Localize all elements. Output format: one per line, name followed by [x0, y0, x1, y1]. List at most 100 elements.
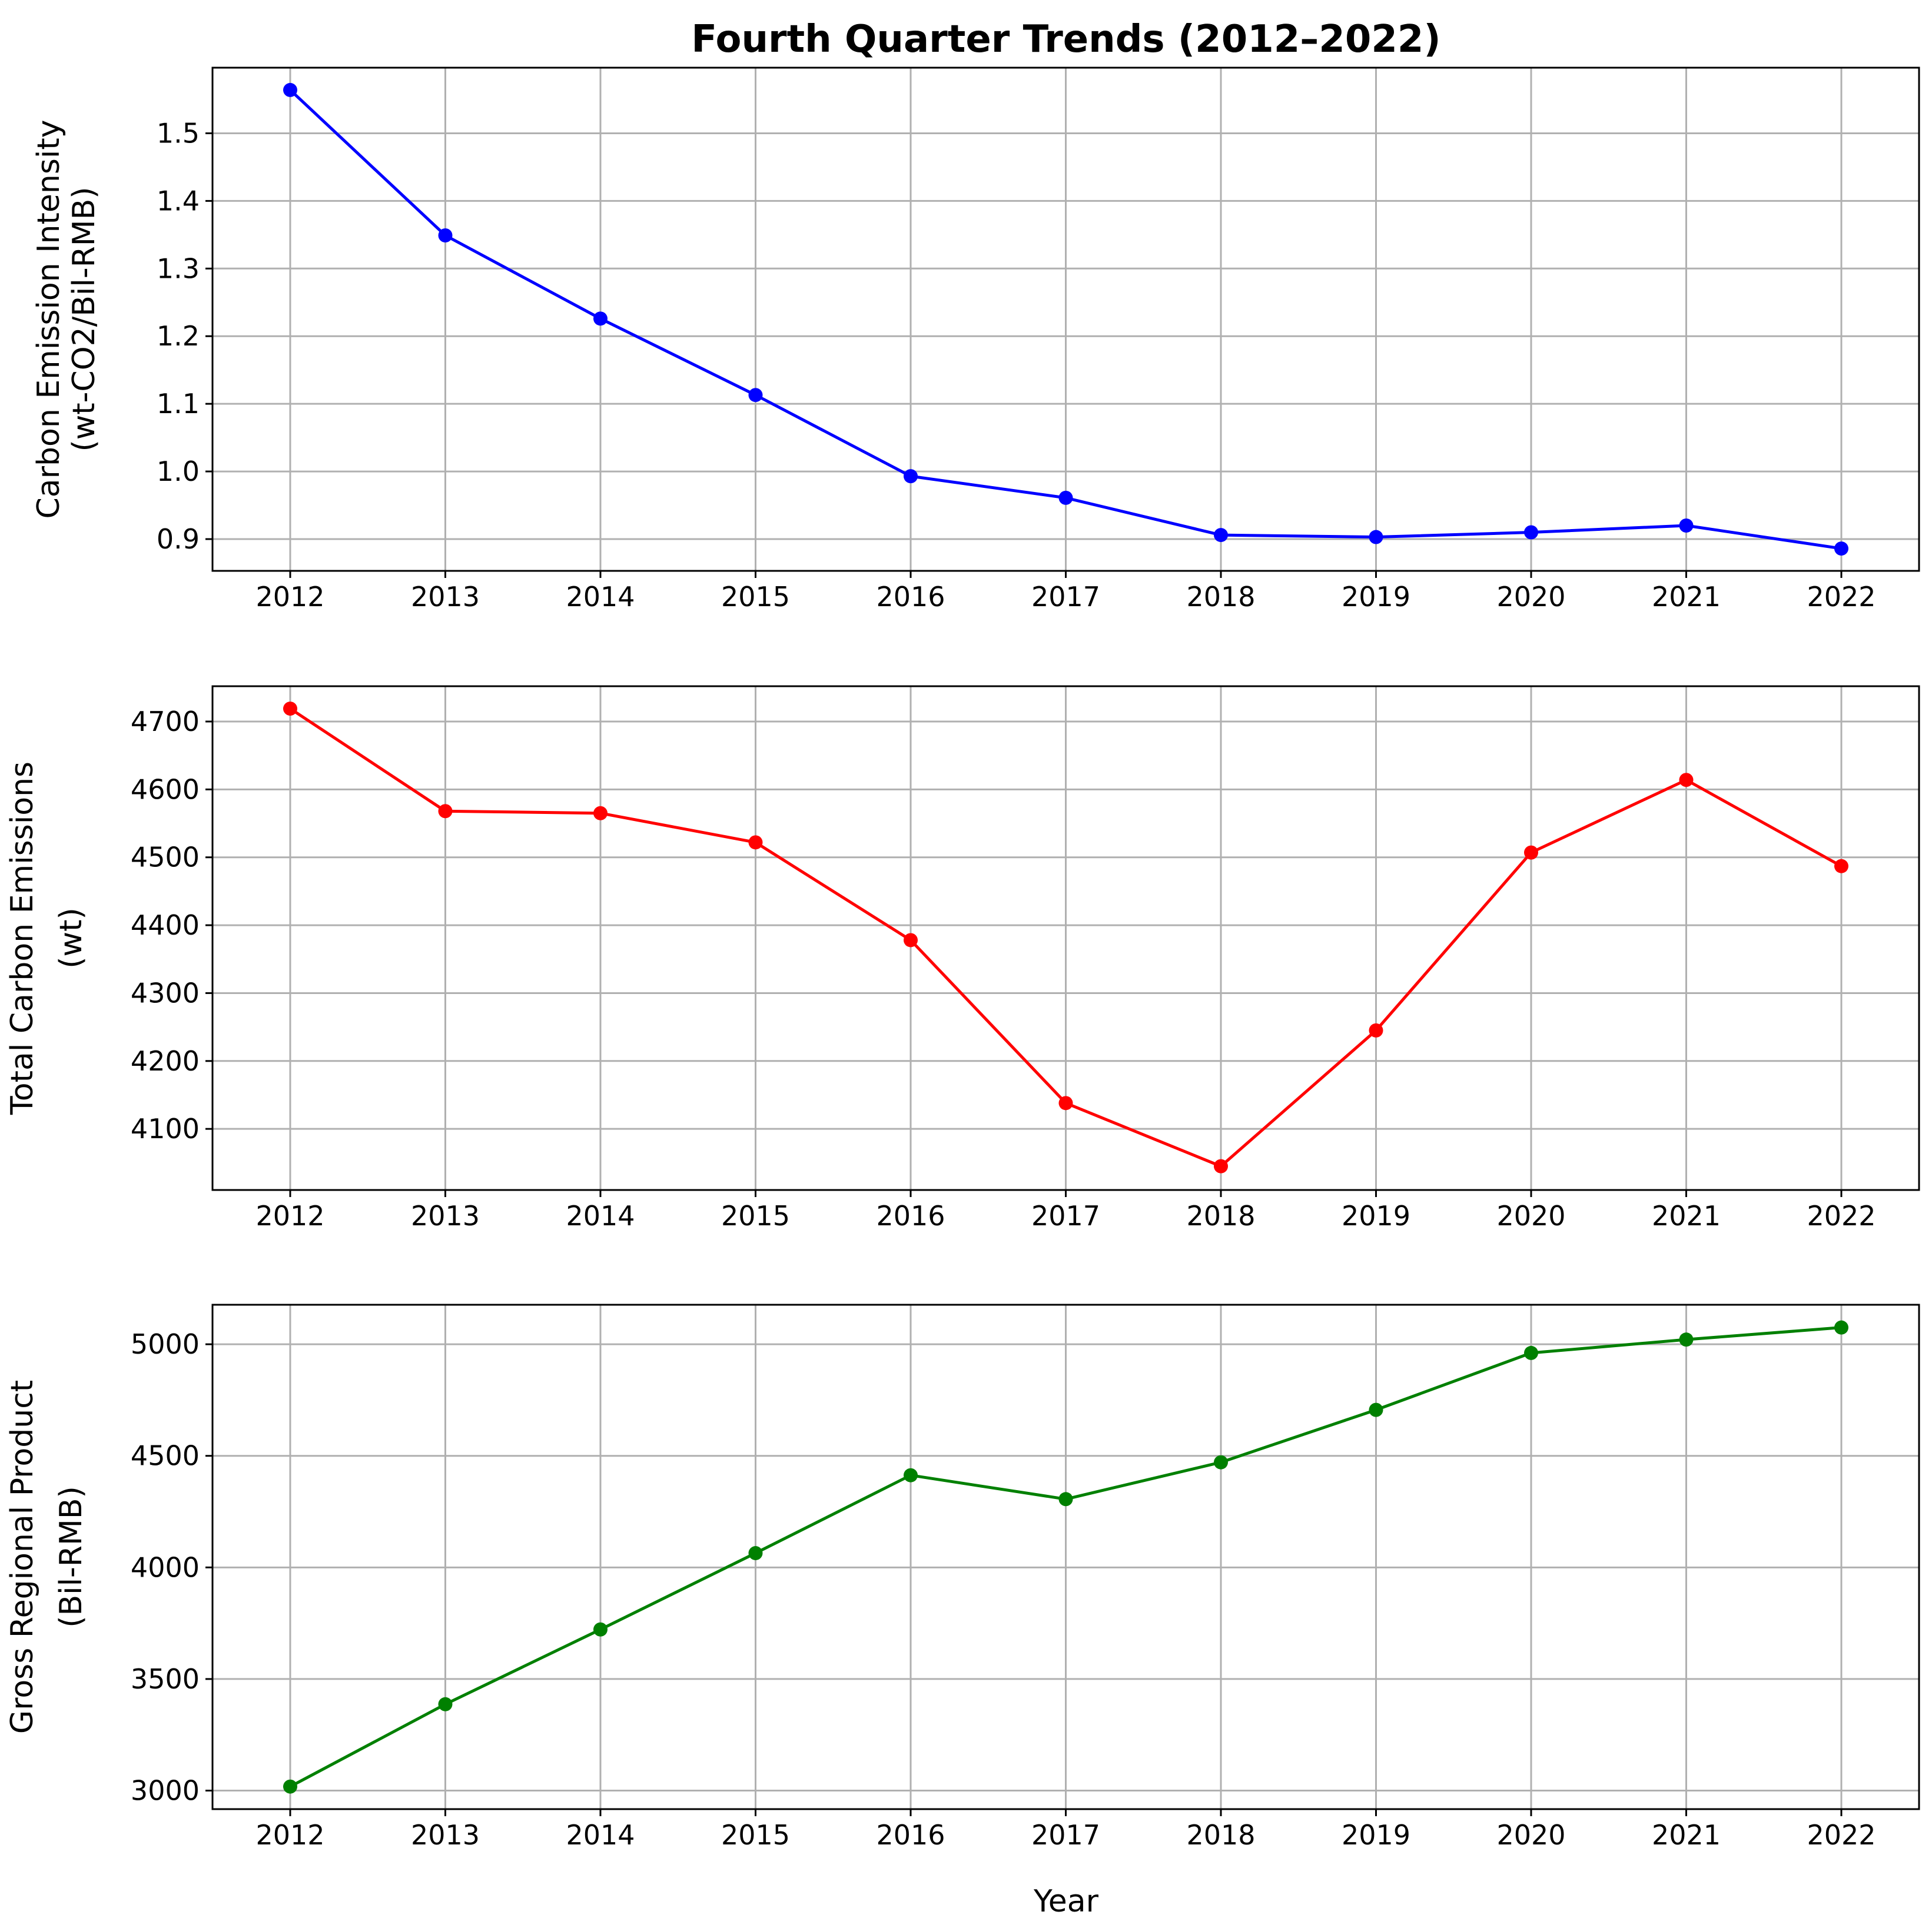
data-point	[1524, 525, 1538, 540]
y-tick-label: 4000	[131, 1551, 200, 1583]
y-tick-label: 4500	[131, 1440, 200, 1472]
data-point	[1834, 1320, 1848, 1335]
y-tick-label: 4700	[131, 706, 200, 737]
data-point	[748, 1546, 763, 1561]
x-tick-label: 2016	[876, 1819, 945, 1851]
data-point	[748, 388, 763, 403]
data-point	[1214, 528, 1228, 543]
x-tick-label: 2013	[411, 581, 480, 613]
y-tick-label: 1.2	[157, 320, 200, 352]
y-axis-label: Gross Regional Product	[5, 1380, 40, 1734]
data-point	[283, 702, 297, 716]
data-point	[1058, 1492, 1073, 1507]
plot-frame	[211, 685, 1920, 1191]
plot-frame	[211, 1304, 1920, 1810]
plot-frame	[211, 67, 1920, 572]
x-tick-label: 2015	[721, 1200, 790, 1232]
y-tick-label: 3000	[131, 1775, 200, 1807]
y-axis-label: (Bil-RMB)	[54, 1486, 89, 1628]
data-point	[1524, 845, 1538, 860]
y-tick-label: 1.0	[157, 456, 200, 487]
data-point	[1214, 1159, 1228, 1174]
x-tick-label: 2020	[1496, 581, 1565, 613]
x-tick-label: 2018	[1186, 581, 1255, 613]
panel-total-emissions: 2012 2013 2014 2015 2016 2017 2018 2019 2020 2021…	[5, 685, 1920, 1232]
y-axis-label: Carbon Emission Intensity	[31, 119, 67, 518]
chart-title: Fourth Quarter Trends (2012–2022)	[691, 18, 1440, 61]
data-point	[593, 1622, 608, 1637]
y-tick-label: 0.9	[157, 523, 200, 555]
x-tick-label: 2013	[411, 1200, 480, 1232]
y-tick-label: 1.4	[157, 185, 200, 217]
data-point	[438, 228, 453, 242]
x-tick-label: 2021	[1652, 1819, 1721, 1851]
y-tick-label: 4600	[131, 773, 200, 805]
x-tick-label: 2019	[1342, 1200, 1410, 1232]
x-tick-label: 2022	[1807, 581, 1875, 613]
y-tick-label: 3500	[131, 1663, 200, 1695]
x-tick-label: 2014	[566, 581, 635, 613]
x-tick-label: 2015	[721, 1819, 790, 1851]
x-tick-label: 2019	[1342, 581, 1410, 613]
data-point	[593, 311, 608, 326]
x-tick-label: 2012	[255, 1819, 324, 1851]
x-tick-label: 2017	[1031, 1819, 1100, 1851]
data-point	[1834, 541, 1848, 556]
data-point	[904, 469, 918, 484]
data-point	[904, 933, 918, 948]
data-point	[1369, 530, 1383, 544]
x-tick-label: 2016	[876, 581, 945, 613]
panel-gross-regional-product: 2012 2013 2014 2015 2016 2017 2018 2019 2020 2021…	[5, 1304, 1920, 1851]
data-point	[904, 1468, 918, 1482]
x-tick-label: 2022	[1807, 1819, 1875, 1851]
x-tick-label: 2019	[1342, 1819, 1410, 1851]
y-tick-label: 4200	[131, 1045, 200, 1077]
data-point	[1524, 1345, 1538, 1360]
x-tick-label: 2021	[1652, 1200, 1721, 1232]
data-point	[438, 804, 453, 819]
data-point	[1679, 1332, 1694, 1347]
y-tick-label: 4300	[131, 977, 200, 1009]
y-tick-label: 1.5	[157, 117, 200, 149]
x-axis-label: Year	[1033, 1884, 1099, 1919]
y-tick-label: 4500	[131, 842, 200, 873]
data-point	[1369, 1023, 1383, 1038]
data-point	[283, 82, 297, 97]
panel-carbon-intensity: 2012 2013 2014 2015 2016 2017 2018 2019 2020 2021…	[31, 67, 1920, 613]
x-tick-label: 2012	[255, 581, 324, 613]
x-tick-label: 2018	[1186, 1819, 1255, 1851]
y-tick-label: 1.1	[157, 388, 200, 420]
x-tick-label: 2017	[1031, 581, 1100, 613]
x-tick-label: 2013	[411, 1819, 480, 1851]
x-tick-label: 2014	[566, 1200, 635, 1232]
y-axis-label: Total Carbon Emissions	[5, 762, 40, 1115]
y-tick-label: 1.3	[157, 252, 200, 284]
y-tick-label: 4100	[131, 1113, 200, 1145]
x-tick-label: 2017	[1031, 1200, 1100, 1232]
y-tick-label: 5000	[131, 1328, 200, 1360]
x-tick-label: 2018	[1186, 1200, 1255, 1232]
x-tick-label: 2012	[255, 1200, 324, 1232]
data-point	[748, 835, 763, 850]
y-tick-label: 4400	[131, 909, 200, 941]
data-point	[1058, 1096, 1073, 1111]
x-tick-label: 2015	[721, 581, 790, 613]
y-axis-label: (wt-CO2/Bil-RMB)	[67, 187, 102, 451]
data-point	[1058, 490, 1073, 505]
x-tick-label: 2016	[876, 1200, 945, 1232]
data-point	[1679, 518, 1694, 533]
x-tick-label: 2022	[1807, 1200, 1875, 1232]
data-point	[1369, 1402, 1383, 1417]
x-tick-label: 2021	[1652, 581, 1721, 613]
data-point	[438, 1697, 453, 1711]
data-point	[593, 806, 608, 820]
data-point	[1214, 1455, 1228, 1470]
data-point	[1679, 773, 1694, 787]
x-tick-label: 2020	[1496, 1200, 1565, 1232]
data-point	[283, 1779, 297, 1794]
y-axis-label: (wt)	[54, 908, 89, 969]
x-tick-label: 2020	[1496, 1819, 1565, 1851]
data-point	[1834, 859, 1848, 873]
x-tick-label: 2014	[566, 1819, 635, 1851]
